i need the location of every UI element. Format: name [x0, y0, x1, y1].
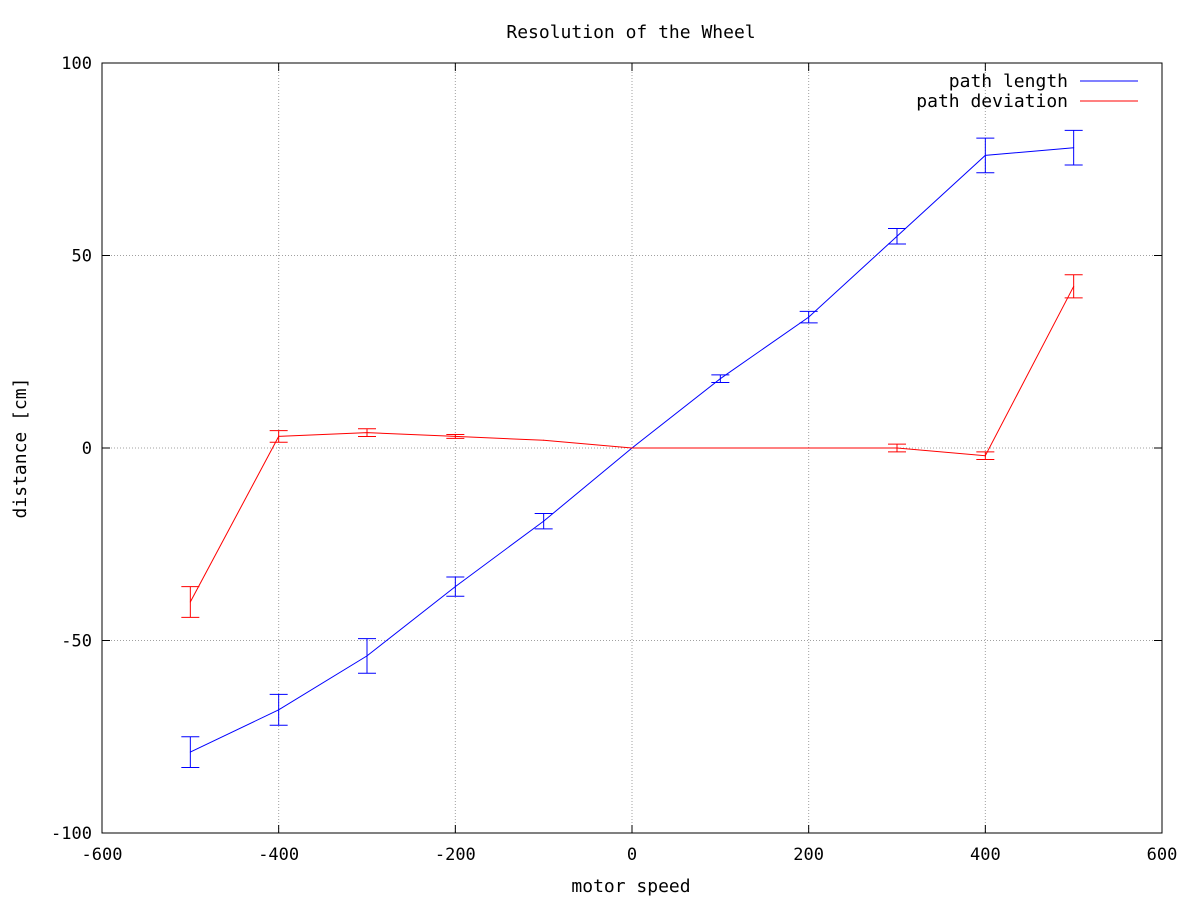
data-point [631, 447, 633, 449]
x-tick-label: -600 [82, 845, 123, 865]
series-layer [181, 129, 1083, 769]
y-tick-label: -100 [51, 824, 92, 844]
y-tick-label: 50 [72, 247, 92, 267]
chart-title: Resolution of the Wheel [506, 22, 755, 43]
data-point [719, 447, 721, 449]
x-tick-label: 400 [970, 845, 1001, 865]
x-axis-label: motor speed [571, 876, 690, 897]
x-tick-label: 0 [627, 845, 637, 865]
y-tick-label: 100 [61, 54, 92, 74]
x-tick-label: -400 [258, 845, 299, 865]
legend-label: path length [949, 71, 1068, 92]
data-point [543, 439, 545, 441]
x-tick-label: 600 [1147, 845, 1178, 865]
series-path-deviation [181, 274, 1083, 618]
y-axis-label: distance [cm] [10, 378, 31, 519]
x-tick-label: -200 [435, 845, 476, 865]
x-tick-label: 200 [793, 845, 824, 865]
data-point [808, 447, 810, 449]
series-line [190, 147, 1074, 753]
y-tick-label: -50 [61, 632, 92, 652]
axes: -600 -400 -200 0 200 400 600 -100 -50 0 50 100 [51, 54, 1177, 865]
legend-label: path deviation [916, 91, 1068, 112]
y-tick-label: 0 [82, 439, 92, 459]
